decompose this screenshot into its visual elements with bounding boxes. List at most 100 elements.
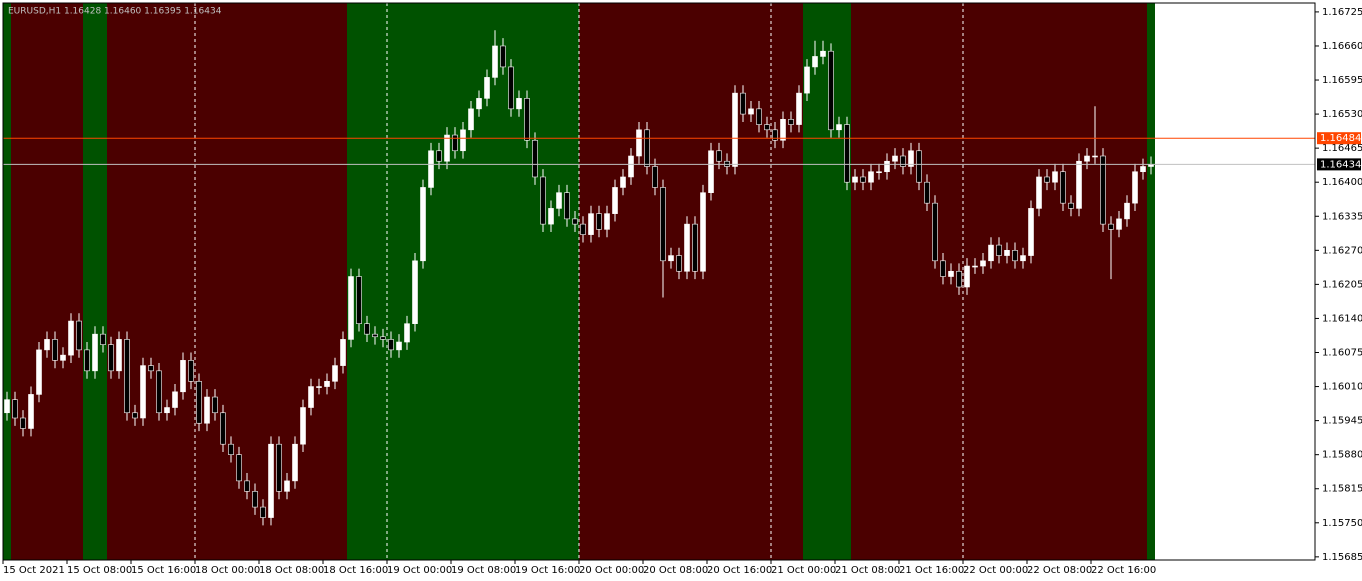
candle-body	[836, 124, 842, 131]
candle-body	[524, 98, 530, 141]
candle-body	[1036, 176, 1042, 209]
zone	[1147, 3, 1155, 560]
zone	[3, 3, 11, 560]
candle-body	[668, 255, 674, 262]
candle-body	[60, 354, 66, 361]
candle-body	[404, 323, 410, 343]
price-label: 1.16434	[1320, 159, 1361, 170]
candle-body	[788, 119, 794, 125]
x-tick-label: 22 Oct 16:00	[1091, 565, 1156, 576]
candle-body	[748, 108, 754, 115]
plot-frame	[2, 2, 1316, 561]
candle-body	[860, 176, 866, 183]
y-tick-label: 1.16205	[1322, 279, 1362, 290]
zone	[579, 3, 803, 560]
candle-body	[196, 381, 202, 424]
candle-body	[828, 50, 834, 131]
candle-body	[764, 124, 770, 131]
candle-body	[588, 213, 594, 235]
candle-body	[1044, 176, 1050, 183]
candle-body	[620, 176, 626, 188]
candle-body	[692, 223, 698, 272]
candle-body	[316, 386, 322, 388]
candle-body	[412, 260, 418, 324]
candle-body	[36, 349, 42, 395]
price-label-bg	[1317, 132, 1361, 145]
x-tick-label: 15 Oct 08:00	[67, 565, 132, 576]
candle-body	[988, 244, 994, 262]
candle-body	[996, 244, 1002, 256]
zone	[107, 3, 347, 560]
candle-body	[492, 45, 498, 78]
candle-body	[516, 98, 522, 110]
candle-body	[572, 218, 578, 225]
candle-body	[684, 223, 690, 272]
candle-body	[100, 333, 106, 345]
candle-body	[332, 365, 338, 382]
y-tick-label: 1.16400	[1322, 177, 1362, 188]
candle-body	[164, 407, 170, 414]
candle-body	[268, 443, 274, 518]
candle-body	[1004, 250, 1010, 256]
zone	[803, 3, 851, 560]
candle-body	[276, 443, 282, 492]
candle-body	[804, 66, 810, 94]
candle-body	[844, 124, 850, 183]
candle-body	[308, 386, 314, 408]
y-tick-label: 1.16725	[1322, 7, 1362, 18]
candle-body	[436, 150, 442, 162]
x-tick-label: 15 Oct 2021	[3, 565, 65, 576]
candle-body	[900, 155, 906, 167]
y-tick-label: 1.15945	[1322, 416, 1362, 427]
x-tick-label: 21 Oct 16:00	[899, 565, 964, 576]
candle-body	[372, 333, 378, 338]
candle-body	[980, 260, 986, 267]
x-tick-label: 19 Oct 00:00	[387, 565, 452, 576]
x-tick-label: 21 Oct 08:00	[835, 565, 900, 576]
price-label: 1.16484	[1320, 133, 1361, 144]
candle-body	[300, 407, 306, 445]
zone	[347, 3, 579, 560]
x-tick-label: 22 Oct 00:00	[963, 565, 1028, 576]
candle-body	[740, 92, 746, 115]
candle-body	[1068, 202, 1074, 209]
candle-body	[324, 381, 330, 387]
y-tick-label: 1.15880	[1322, 450, 1362, 461]
candle-body	[1076, 160, 1082, 209]
candle-body	[1108, 223, 1114, 230]
candle-body	[180, 360, 186, 393]
candle-body	[596, 213, 602, 230]
candle-body	[84, 349, 90, 372]
candle-body	[1140, 166, 1146, 173]
candle-body	[244, 480, 250, 492]
zone	[851, 3, 1147, 560]
candle-body	[964, 265, 970, 288]
candle-body	[252, 491, 258, 508]
candle-body	[1028, 208, 1034, 256]
candle-body	[500, 45, 506, 68]
plot-area	[3, 3, 1315, 560]
zone	[11, 3, 83, 560]
candle-body	[388, 339, 394, 351]
candle-body	[972, 265, 978, 268]
candle-body	[852, 176, 858, 183]
price-label-bg	[1317, 158, 1361, 171]
y-tick-label: 1.16660	[1322, 41, 1362, 52]
candle-body	[1060, 171, 1066, 204]
candle-body	[124, 339, 130, 414]
candle-body	[396, 341, 402, 351]
candle-body	[612, 187, 618, 214]
candle-body	[44, 339, 50, 351]
candle-body	[820, 50, 826, 57]
candle-body	[932, 202, 938, 262]
y-tick-label: 1.16010	[1322, 382, 1362, 393]
candle-body	[340, 339, 346, 366]
y-tick-label: 1.15685	[1322, 552, 1362, 563]
x-tick-label: 20 Oct 16:00	[707, 565, 772, 576]
candle-body	[580, 223, 586, 235]
candle-body	[452, 134, 458, 152]
candle-body	[724, 160, 730, 167]
candle-body	[28, 394, 34, 429]
candle-body	[564, 192, 570, 220]
candle-body	[260, 506, 266, 518]
